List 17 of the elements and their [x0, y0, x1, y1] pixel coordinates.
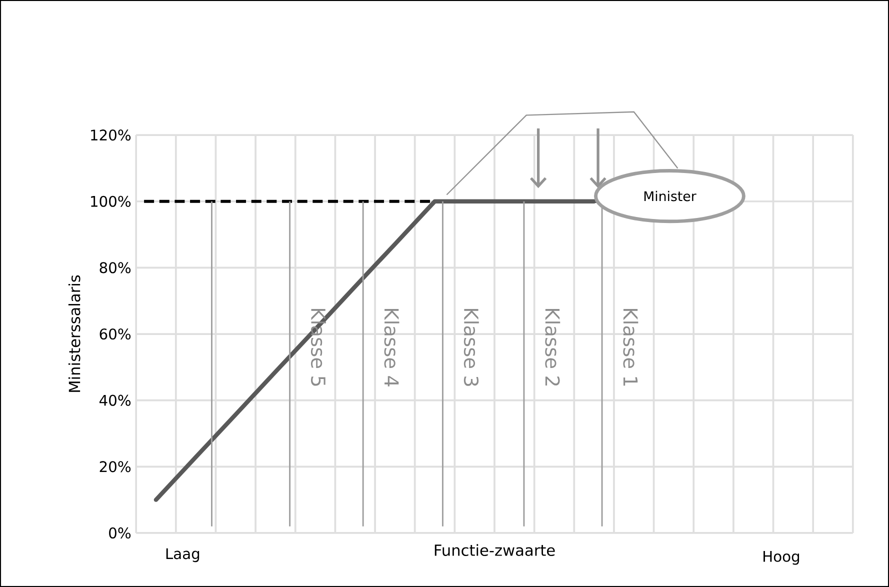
y-tick-label: 120%	[91, 130, 131, 141]
y-tick-label: 40%	[99, 394, 131, 406]
annotation: Klasse 2	[545, 308, 560, 386]
annotation: Klasse 1	[623, 308, 638, 386]
annotation: Klasse 3	[464, 308, 479, 386]
annotation: Klasse 5	[310, 308, 326, 386]
y-tick-label: 60%	[100, 328, 131, 340]
text: Laag	[166, 548, 200, 562]
y-tick-label: 100%	[91, 196, 131, 207]
annotation: Klasse 4	[384, 308, 400, 386]
x-axis-title: Functie-zwaarte	[434, 544, 555, 556]
text: Hoog	[764, 550, 800, 565]
y-tick-label: 20%	[100, 461, 131, 472]
y-tick-label: 80%	[100, 262, 131, 274]
y-tick-label: 0%	[109, 527, 131, 538]
annotation: Minister	[644, 190, 696, 202]
y-axis-title: Ministerssalaris	[68, 275, 80, 392]
